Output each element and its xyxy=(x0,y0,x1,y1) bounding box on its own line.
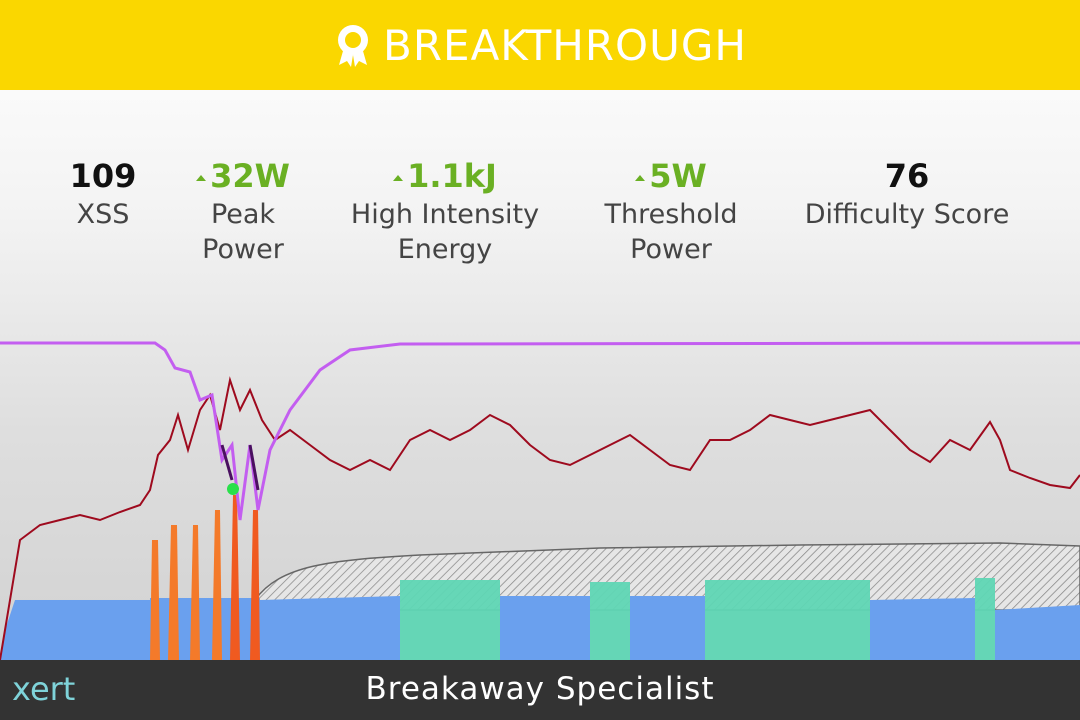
stat-value: 32W xyxy=(188,155,298,197)
stat-value: 109 xyxy=(69,157,137,195)
mpa-dark xyxy=(220,444,260,491)
blue-area xyxy=(0,596,1080,660)
header: BREAKTHROUGH xyxy=(0,0,1080,90)
breakthrough-point xyxy=(227,483,239,495)
stat-value: 5W xyxy=(596,155,746,197)
stat: 109 XSS xyxy=(70,155,137,232)
stat-label: High Intensity Energy xyxy=(350,199,540,265)
stat: 5W Threshold Power xyxy=(596,155,746,267)
stat: 32W Peak Power xyxy=(188,155,298,267)
stat-label: Peak Power xyxy=(202,199,284,265)
stat-label: Difficulty Score xyxy=(804,199,1010,230)
logo: xert xyxy=(9,670,76,708)
stat-value: 76 xyxy=(884,157,930,195)
ribbon-icon xyxy=(338,25,369,67)
power-line xyxy=(0,376,1080,660)
chart-graphic xyxy=(0,341,1080,660)
stat-label: Threshold Power xyxy=(604,199,738,265)
stat: 76 Difficulty Score xyxy=(777,155,1037,232)
mpa-line xyxy=(0,341,1080,521)
orange-spikes xyxy=(150,495,260,660)
stat-value: 1.1kJ xyxy=(345,155,545,197)
header-title: BREAKTHROUGH xyxy=(383,20,747,70)
stat-label: XSS xyxy=(76,199,130,230)
footer: xert Breakaway Specialist xyxy=(0,660,1080,720)
stat: 1.1kJ High Intensity Energy xyxy=(345,155,545,267)
teal-segments xyxy=(400,578,995,660)
footer-title: Breakaway Specialist xyxy=(365,671,715,707)
